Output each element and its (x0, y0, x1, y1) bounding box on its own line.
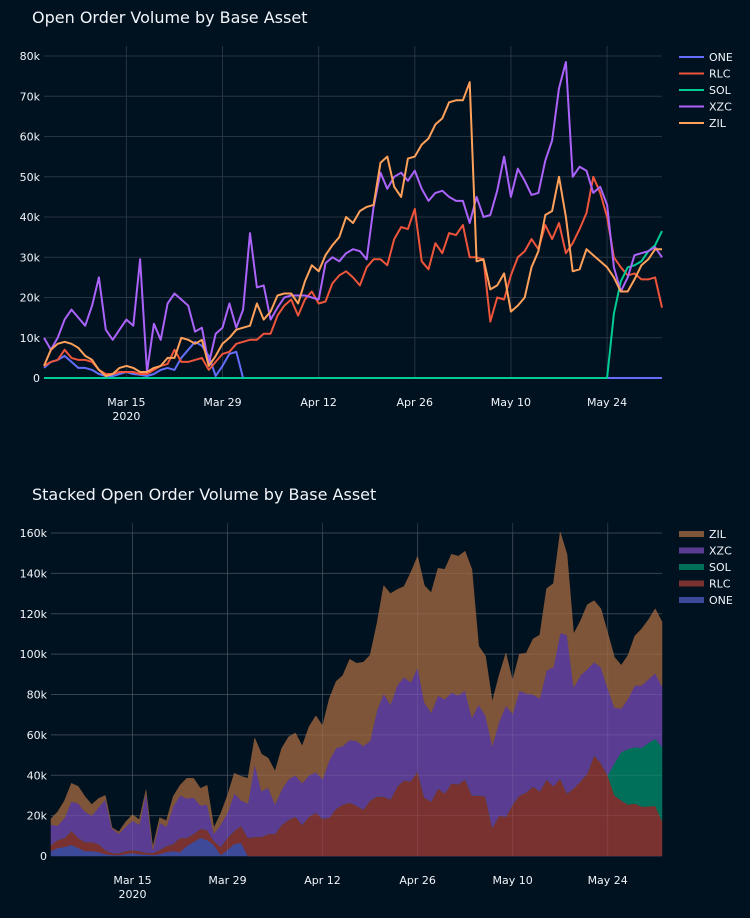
line-series-rlc[interactable] (43, 175, 663, 375)
line-chart-x-tick-label: Mar 29 (203, 396, 241, 409)
legend-item-zil[interactable]: ZIL (679, 528, 727, 541)
legend-swatch (679, 580, 704, 587)
stacked-chart-x-tick-year: 2020 (118, 888, 146, 901)
line-chart-y-tick-label: 80k (20, 50, 41, 63)
stacked-chart-y-tick-label: 60k (27, 729, 48, 742)
line-chart-y-tick-label: 60k (20, 131, 41, 144)
legend-item-sol[interactable]: SOL (679, 561, 732, 574)
stacked-chart-y-tick-label: 160k (20, 527, 48, 540)
legend-label: RLC (709, 68, 731, 81)
stacked-chart-y-tick-label: 140k (20, 567, 48, 580)
stacked-chart-x-tick-label: Apr 26 (399, 874, 436, 887)
line-chart-x-tick-label: Apr 12 (300, 396, 337, 409)
legend-label: ZIL (709, 528, 727, 541)
stacked-chart-y-tick-label: 40k (27, 769, 48, 782)
line-chart-x-tick-label: Mar 15 (107, 396, 145, 409)
legend-label: ONE (709, 594, 733, 607)
legend-item-one[interactable]: ONE (679, 51, 733, 64)
line-chart-x-tick-label: May 24 (587, 396, 627, 409)
stacked-chart-y-tick-label: 80k (27, 689, 48, 702)
line-chart-y-tick-label: 40k (20, 211, 41, 224)
line-chart-y-tick-label: 0 (33, 372, 40, 385)
legend-item-rlc[interactable]: RLC (679, 68, 731, 81)
stacked-chart-y-tick-label: 100k (20, 648, 48, 661)
area-series-zil[interactable] (50, 531, 663, 850)
legend-label: ONE (709, 51, 733, 64)
legend-item-xzc[interactable]: XZC (679, 545, 732, 558)
legend-label: ZIL (709, 117, 727, 130)
legend-item-rlc[interactable]: RLC (679, 578, 731, 591)
line-chart-title: Open Order Volume by Base Asset (32, 8, 308, 27)
legend-swatch (679, 547, 704, 554)
line-chart-y-tick-label: 50k (20, 171, 41, 184)
legend-swatch (679, 531, 704, 537)
stacked-chart-y-tick-label: 20k (27, 810, 48, 823)
legend-label: RLC (709, 578, 731, 591)
line-chart-y-tick-label: 10k (20, 332, 41, 345)
stacked-chart-x-tick-label: Mar 29 (208, 874, 246, 887)
legend-swatch (679, 564, 704, 570)
legend-item-sol[interactable]: SOL (679, 84, 732, 97)
stacked-chart-y-tick-label: 120k (20, 608, 48, 621)
line-chart-y-tick-label: 20k (20, 292, 41, 305)
legend-item-one[interactable]: ONE (679, 594, 733, 607)
legend-label: SOL (709, 84, 732, 97)
stacked-chart-x-tick-label: May 10 (493, 874, 533, 887)
legend-label: XZC (709, 101, 732, 114)
stacked-chart-title: Stacked Open Order Volume by Base Asset (32, 485, 377, 504)
stacked-chart-x-tick-label: May 24 (588, 874, 628, 887)
line-chart-y-tick-label: 30k (20, 251, 41, 264)
line-series-zil[interactable] (43, 81, 662, 377)
stacked-chart-y-tick-label: 0 (40, 850, 47, 863)
line-series-sol[interactable] (44, 230, 663, 379)
legend-swatch (679, 597, 704, 603)
legend-item-xzc[interactable]: XZC (679, 101, 732, 114)
line-chart-x-tick-label: Apr 26 (397, 396, 434, 409)
line-chart-x-tick-year: 2020 (112, 410, 140, 423)
line-chart-y-tick-label: 70k (20, 90, 41, 103)
legend-label: XZC (709, 545, 732, 558)
legend-item-zil[interactable]: ZIL (679, 117, 727, 130)
line-chart-x-tick-label: May 10 (491, 396, 531, 409)
stacked-chart-x-tick-label: Mar 15 (113, 874, 151, 887)
stacked-chart-x-tick-label: Apr 12 (304, 874, 341, 887)
legend-label: SOL (709, 561, 732, 574)
